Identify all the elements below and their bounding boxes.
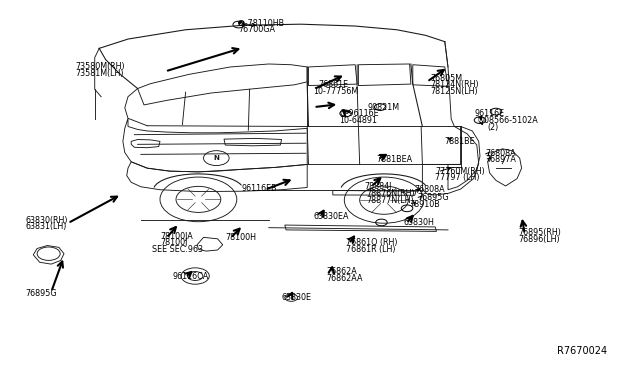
Text: 76895(RH): 76895(RH) bbox=[518, 228, 561, 237]
Text: 90821M: 90821M bbox=[368, 103, 400, 112]
Text: 63830(RH): 63830(RH) bbox=[26, 216, 68, 225]
Text: 73580M(RH): 73580M(RH) bbox=[76, 62, 125, 71]
Text: 78100J: 78100J bbox=[160, 238, 188, 247]
Text: 63830H: 63830H bbox=[403, 218, 434, 227]
Text: 77797 (LH): 77797 (LH) bbox=[435, 173, 480, 182]
Text: 76861Q (RH): 76861Q (RH) bbox=[346, 238, 397, 247]
Text: 78125N(LH): 78125N(LH) bbox=[430, 87, 477, 96]
Text: ®08566-5102A: ®08566-5102A bbox=[477, 116, 538, 125]
Text: 96116EB: 96116EB bbox=[242, 185, 278, 193]
Text: 78100JA: 78100JA bbox=[160, 232, 193, 241]
Text: 96116E: 96116E bbox=[475, 109, 505, 118]
Text: 76861E: 76861E bbox=[319, 80, 349, 89]
Text: 76895G: 76895G bbox=[417, 193, 449, 202]
Text: 76700GA: 76700GA bbox=[238, 25, 275, 34]
Text: 76808A: 76808A bbox=[485, 149, 516, 158]
Text: N: N bbox=[213, 155, 220, 161]
Text: 76862AA: 76862AA bbox=[326, 274, 363, 283]
Text: 78876N(RH): 78876N(RH) bbox=[366, 189, 415, 198]
Text: 76896(LH): 76896(LH) bbox=[518, 235, 560, 244]
Text: O-96116E: O-96116E bbox=[339, 109, 379, 118]
Text: (2): (2) bbox=[488, 123, 499, 132]
Text: 78910B: 78910B bbox=[410, 200, 440, 209]
Text: 10-64891: 10-64891 bbox=[339, 116, 377, 125]
Text: 63831(LH): 63831(LH) bbox=[26, 222, 67, 231]
Text: 78124N(RH): 78124N(RH) bbox=[430, 80, 479, 89]
Text: ➋-78110HB: ➋-78110HB bbox=[238, 19, 284, 28]
Text: 78877N(LH): 78877N(LH) bbox=[366, 196, 413, 205]
Text: 78100H: 78100H bbox=[225, 233, 256, 242]
Text: R7670024: R7670024 bbox=[557, 346, 607, 356]
Text: 7881BE: 7881BE bbox=[444, 137, 475, 146]
Text: 96116CA: 96116CA bbox=[173, 272, 209, 280]
Text: 76861R (LH): 76861R (LH) bbox=[346, 245, 395, 254]
Text: 76862A: 76862A bbox=[326, 267, 357, 276]
Text: 77760M(RH): 77760M(RH) bbox=[435, 167, 485, 176]
Text: 78884J: 78884J bbox=[365, 182, 392, 191]
Text: 76808A: 76808A bbox=[415, 185, 445, 194]
Text: 63830EA: 63830EA bbox=[314, 212, 349, 221]
Text: 73581M(LH): 73581M(LH) bbox=[76, 69, 124, 78]
Text: 7881BEA: 7881BEA bbox=[376, 155, 412, 164]
Text: SEE SEC.963: SEE SEC.963 bbox=[152, 245, 204, 254]
Text: 76895G: 76895G bbox=[26, 289, 57, 298]
Text: 63830E: 63830E bbox=[282, 293, 312, 302]
Text: 76805M: 76805M bbox=[430, 74, 462, 83]
Text: 10-77756M: 10-77756M bbox=[314, 87, 359, 96]
Text: 76897A: 76897A bbox=[485, 155, 516, 164]
